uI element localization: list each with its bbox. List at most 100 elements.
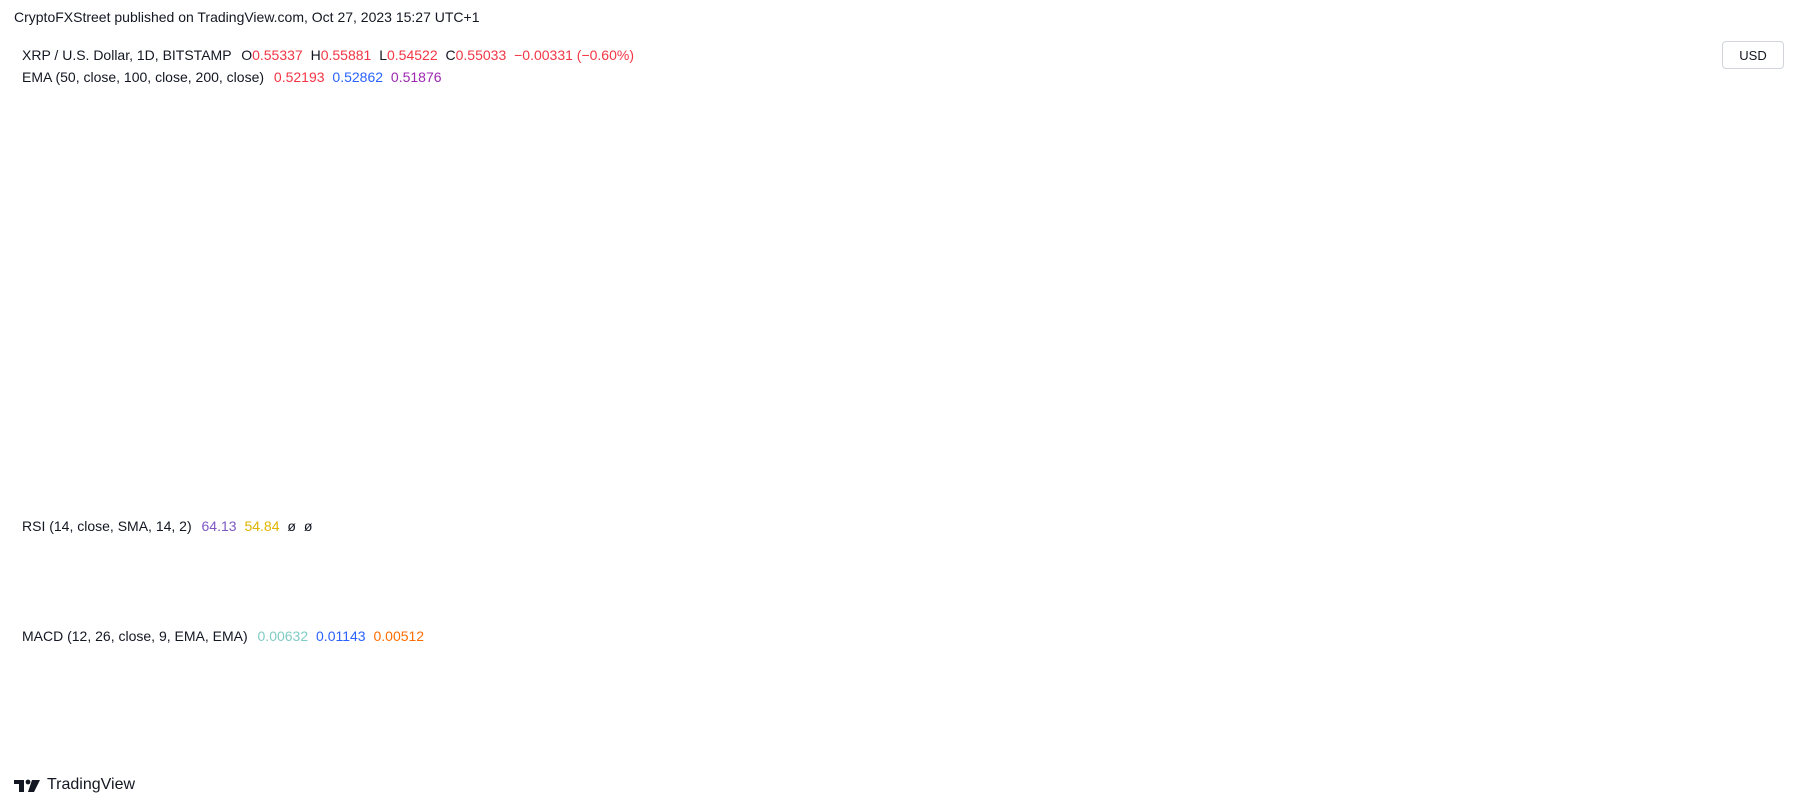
candle-body — [445, 383, 452, 386]
chart-border — [9, 33, 1804, 771]
macd-hist-bar — [1012, 671, 1019, 680]
macd-hist-bar — [1400, 671, 1407, 680]
macd-hist-bar — [1265, 676, 1272, 680]
price-label-0.64488: 0.64488 — [1716, 251, 1790, 272]
flag-icon-ring — [1556, 476, 1580, 500]
candle-body — [1367, 374, 1373, 383]
candle-body — [243, 350, 250, 356]
macd-hist-bar — [1045, 671, 1052, 680]
rsi-label[interactable]: RSI (14, close, SMA, 14, 2) — [22, 518, 192, 534]
candle-body — [555, 119, 562, 406]
candle-body — [1189, 373, 1196, 380]
candle-body — [488, 400, 495, 403]
candle-body — [513, 395, 520, 399]
candle-body — [1265, 362, 1272, 365]
macd-hist-bar — [522, 680, 528, 682]
candle-body — [767, 270, 774, 275]
candle-body — [1307, 361, 1314, 365]
currency-button[interactable]: USD — [1722, 41, 1784, 69]
time-tick-label: Nov — [1391, 743, 1416, 759]
candle-body — [48, 411, 55, 413]
macd-hist-bar — [691, 680, 697, 699]
macd-hist-bar — [969, 676, 976, 680]
candle-body — [961, 357, 968, 360]
candle-body — [589, 137, 596, 172]
candle-body — [116, 406, 123, 412]
flag-icon-stripe — [1517, 489, 1531, 491]
candle-body — [1223, 359, 1230, 364]
macd-hist-bar — [1079, 670, 1086, 680]
close-label: C — [445, 47, 456, 63]
macd-hist-bar — [817, 680, 824, 697]
rsi-label-64.13: 64.13 — [1716, 540, 1790, 561]
rsi-value: 64.13 — [201, 518, 237, 534]
ema-label[interactable]: EMA (50, close, 100, close, 200, close) — [22, 69, 265, 85]
candle-body — [107, 411, 114, 416]
price-label-0.50581: 0.50581 — [1716, 365, 1790, 386]
candle-body — [1054, 377, 1061, 382]
macd-hist-bar — [1434, 670, 1441, 680]
macd-hist-bar — [1181, 666, 1188, 680]
time-tick-label: 13 — [1514, 743, 1530, 759]
annotation-measure-aug: −0.33679 (−41.05%) −33679 — [902, 413, 1100, 439]
macd-hist-bar — [40, 678, 47, 680]
ema200-line — [18, 357, 1421, 423]
macd-hist-bar — [293, 680, 300, 690]
open-value: 0.55337 — [252, 47, 303, 63]
candle-body — [1400, 343, 1407, 351]
candle-body — [1012, 372, 1019, 376]
candle-body — [395, 383, 402, 394]
macd-hist-bar — [750, 680, 757, 700]
macd-hist-bar — [995, 673, 1002, 680]
macd-hist-bar — [74, 678, 81, 680]
candle-body — [1155, 369, 1162, 377]
time-tick-label: Aug — [665, 743, 690, 759]
annotation-measure-july-text: 0.34787 (73.86%) 34787 — [505, 91, 659, 107]
price-label-0.47604-text: 0.47604 — [1724, 392, 1775, 408]
macd-hist-bar — [910, 680, 917, 697]
macd-signal-value: 0.00512 — [373, 628, 425, 644]
price-label-0.47604-bg — [1716, 390, 1790, 411]
candle-body — [986, 359, 993, 379]
candle-body — [1181, 373, 1188, 375]
macd-hist-bar — [581, 633, 588, 680]
candle-body — [1147, 369, 1154, 373]
candle-body — [1383, 359, 1390, 362]
candle-body — [1206, 370, 1213, 377]
price-label-0.50581-text: 0.50581 — [1724, 368, 1775, 384]
macd-label[interactable]: MACD (12, 26, close, 9, EMA, EMA) — [22, 628, 248, 644]
macd-hist-bar — [124, 676, 131, 680]
rsi-label-54.84-text: 54.84 — [1724, 553, 1759, 569]
macd-hist-bar — [158, 671, 165, 680]
time-tick-label: 12 — [247, 743, 263, 759]
candle-body — [471, 388, 478, 395]
macd-hist-bar — [200, 673, 207, 680]
macd-legend: MACD (12, 26, close, 9, EMA, EMA) 0.0063… — [22, 628, 424, 644]
tradingview-footer[interactable]: TradingView — [13, 776, 135, 794]
candle-body — [74, 408, 81, 412]
macd-hist-bar — [758, 680, 765, 702]
macd-hist-bar — [589, 637, 596, 680]
candle-body — [133, 390, 140, 402]
candle-body — [800, 267, 807, 275]
rsi-tick-label: 80.00 — [1728, 525, 1763, 541]
candle-body — [995, 378, 1002, 381]
macd-hist-bar — [1088, 668, 1095, 680]
symbol-name[interactable]: XRP / U.S. Dollar, 1D, BITSTAMP — [22, 47, 232, 63]
ema200-value: 0.51876 — [390, 69, 442, 85]
flag-icon-stripe — [1561, 489, 1575, 491]
macd-hist-bar — [1155, 666, 1162, 680]
macd-label-0.01143-text: 0.01143 — [1724, 639, 1774, 655]
macd-hist-bar — [1350, 680, 1357, 684]
candle-body — [598, 116, 605, 138]
ema50-line — [17, 269, 1438, 422]
ema50-value: 0.52193 — [273, 69, 325, 85]
macd-hist-bar — [378, 680, 385, 685]
candle-body — [581, 171, 588, 200]
macd-hist-bar — [631, 678, 638, 680]
candle-body — [412, 388, 419, 395]
macd-hist-bar — [276, 680, 283, 684]
macd-hist-bar — [1282, 678, 1289, 680]
candle-body — [226, 354, 233, 360]
